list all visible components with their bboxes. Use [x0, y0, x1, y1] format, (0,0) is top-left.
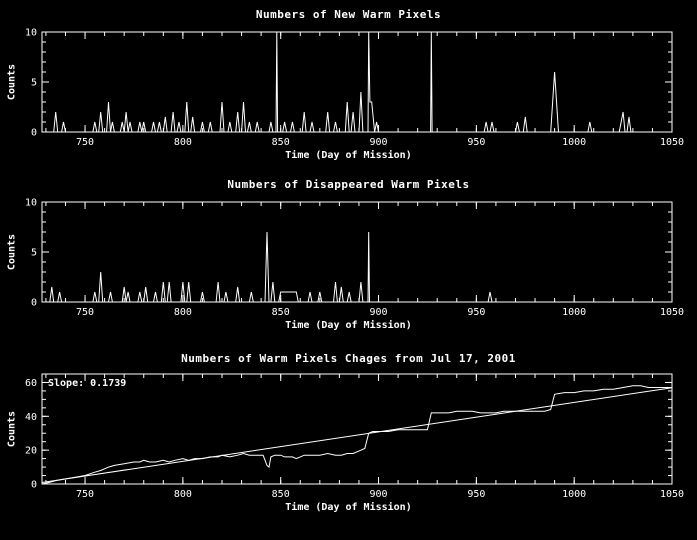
- svg-text:1000: 1000: [562, 307, 586, 318]
- svg-text:800: 800: [174, 489, 192, 500]
- svg-text:900: 900: [369, 137, 387, 148]
- slope-annotation: Slope: 0.1739: [48, 378, 127, 389]
- svg-text:850: 850: [272, 307, 290, 318]
- chart-title-disappeared-warm-pixels: Numbers of Disappeared Warm Pixels: [227, 178, 470, 191]
- svg-text:0: 0: [31, 128, 37, 139]
- svg-text:40: 40: [25, 412, 37, 423]
- chart-title-warm-pixel-changes: Numbers of Warm Pixels Chages from Jul 1…: [181, 352, 516, 365]
- svg-text:800: 800: [174, 307, 192, 318]
- svg-text:950: 950: [467, 489, 485, 500]
- chart-panel-new-warm-pixels: Numbers of New Warm Pixels Counts 750 800…: [0, 0, 697, 170]
- plot-warm-pixel-changes: 750 800 850 900 950 1000 1050 0 20 40 60: [25, 373, 684, 500]
- plot-disappeared-warm-pixels: 750 800 850 900 950 1000 1050 0 5 10: [25, 198, 684, 319]
- svg-text:750: 750: [76, 307, 94, 318]
- svg-text:10: 10: [25, 198, 37, 209]
- svg-text:60: 60: [25, 378, 37, 389]
- svg-text:950: 950: [467, 307, 485, 318]
- svg-text:750: 750: [76, 489, 94, 500]
- svg-text:1050: 1050: [660, 137, 684, 148]
- svg-text:1050: 1050: [660, 307, 684, 318]
- svg-text:750: 750: [76, 137, 94, 148]
- chart-title-new-warm-pixels: Numbers of New Warm Pixels: [255, 8, 442, 21]
- svg-text:850: 850: [272, 489, 290, 500]
- svg-text:20: 20: [25, 446, 37, 457]
- chart-panel-warm-pixel-changes: Numbers of Warm Pixels Chages from Jul 1…: [0, 340, 697, 540]
- x-axis-label: Time (Day of Mission): [285, 320, 412, 331]
- svg-text:1050: 1050: [660, 489, 684, 500]
- svg-text:5: 5: [31, 248, 37, 259]
- svg-text:1000: 1000: [562, 137, 586, 148]
- svg-text:1000: 1000: [562, 489, 586, 500]
- svg-text:900: 900: [369, 489, 387, 500]
- svg-text:800: 800: [174, 137, 192, 148]
- svg-text:900: 900: [369, 307, 387, 318]
- svg-text:0: 0: [31, 480, 37, 491]
- chart-panel-disappeared-warm-pixels: Numbers of Disappeared Warm Pixels Count…: [0, 170, 697, 340]
- svg-text:0: 0: [31, 298, 37, 309]
- svg-text:950: 950: [467, 137, 485, 148]
- svg-text:850: 850: [272, 137, 290, 148]
- svg-text:10: 10: [25, 28, 37, 39]
- plot-new-warm-pixels: 750 800 850 900 950 1000 1050 0 5 10: [25, 28, 684, 149]
- x-axis-label: Time (Day of Mission): [285, 502, 412, 513]
- svg-text:5: 5: [31, 78, 37, 89]
- x-axis-label: Time (Day of Mission): [285, 150, 412, 161]
